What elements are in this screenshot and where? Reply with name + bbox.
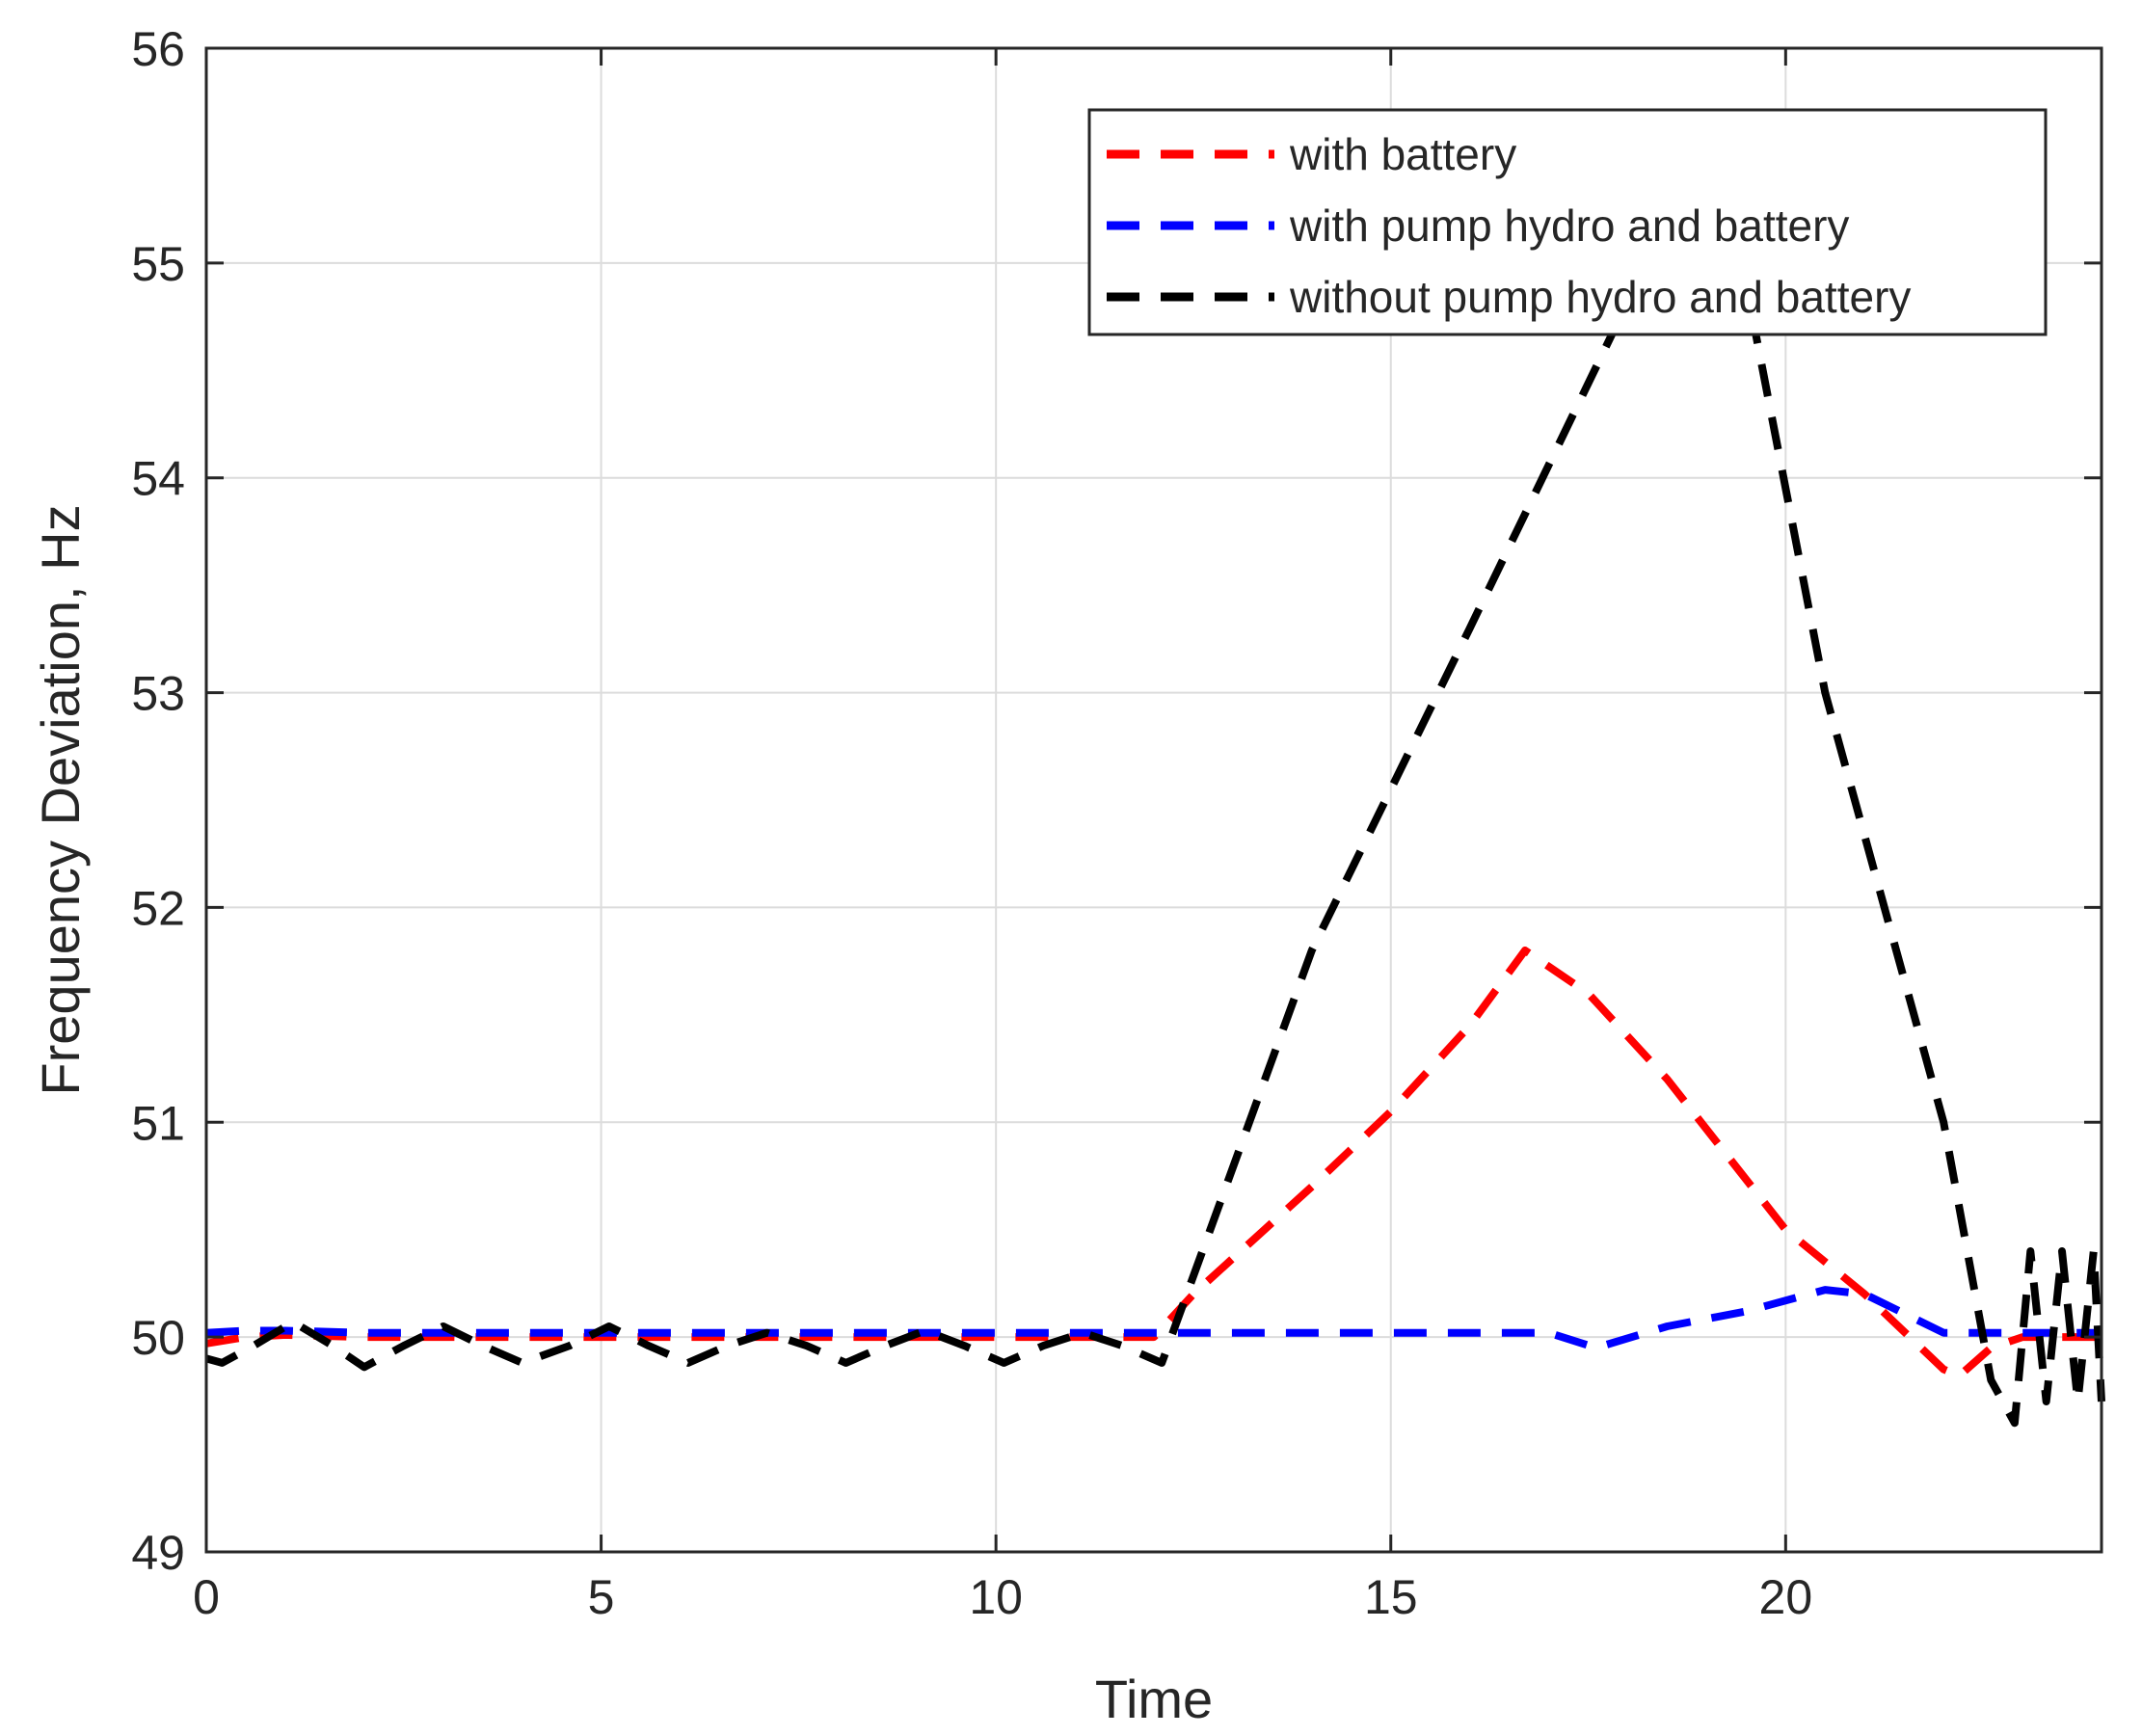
x-tick-label: 15 <box>1364 1570 1418 1624</box>
legend-label-with-battery: with battery <box>1289 129 1516 179</box>
y-tick-label: 49 <box>131 1526 185 1580</box>
series-line-with-pump-hydro-and-battery <box>205 1286 2102 1352</box>
y-tick-label: 50 <box>131 1311 185 1365</box>
axes-frame <box>204 46 2103 1554</box>
y-tick-label: 56 <box>131 22 185 76</box>
y-tick-label: 54 <box>131 452 185 506</box>
ticks <box>204 46 2102 1554</box>
legend-box <box>1087 108 2048 336</box>
series-line-without-pump-hydro-and-battery <box>204 216 2105 1428</box>
y-tick-label: 52 <box>131 881 185 935</box>
series-layer <box>204 216 2105 1428</box>
y-tick-label: 51 <box>131 1096 185 1150</box>
x-tick-label: 10 <box>969 1570 1023 1624</box>
legend: with battery with pump hydro and battery… <box>1087 108 2048 336</box>
y-tick-label: 55 <box>131 237 185 291</box>
y-tick-label: 53 <box>131 667 185 721</box>
x-axis-label: Time <box>1095 1669 1213 1729</box>
x-tick-label: 0 <box>193 1570 220 1624</box>
legend-label-without-pump-hydro-and-battery: without pump hydro and battery <box>1289 272 1911 322</box>
legend-label-with-pump-hydro-and-battery: with pump hydro and battery <box>1289 200 1849 251</box>
tick-labels: 0 5 10 15 20 49 50 51 52 53 54 55 56 <box>131 22 1812 1624</box>
x-tick-label: 5 <box>588 1570 615 1624</box>
series-line-with-battery <box>205 947 2102 1380</box>
y-axis-label: Frequency Deviation, Hz <box>30 504 91 1095</box>
x-tick-label: 20 <box>1759 1570 1813 1624</box>
